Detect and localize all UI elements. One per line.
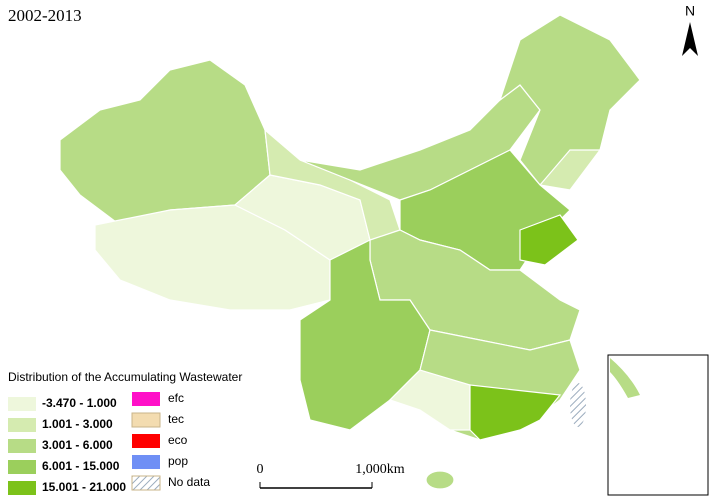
legend-symbol (131, 475, 161, 491)
region (94, 204, 331, 311)
legend-label: pop (168, 454, 188, 468)
legend-label: 1.001 - 3.000 (42, 417, 113, 431)
legend-title: Distribution of the Accumulating Wastewa… (8, 370, 242, 384)
region (519, 214, 579, 266)
legend-label: 15.001 - 21.000 (42, 480, 126, 494)
region (59, 59, 271, 226)
legend-label: efc (168, 391, 184, 405)
legend-swatch (8, 439, 36, 453)
inset-frame (607, 354, 709, 496)
region (469, 384, 562, 441)
scale-label: 0 (257, 462, 264, 477)
legend-label: tec (168, 412, 184, 426)
provinces (59, 14, 641, 490)
legend-label: No data (168, 475, 210, 489)
scale-label: 1,000km (355, 462, 405, 477)
legend-swatch (8, 418, 36, 432)
north-label: N (685, 3, 695, 19)
legend-symbol (132, 392, 160, 406)
legend-swatch (8, 397, 36, 411)
legend-swatch (8, 481, 36, 495)
legend-label: eco (168, 433, 188, 447)
legend-swatch (8, 460, 36, 474)
legend-symbol (132, 455, 160, 469)
north-arrow (682, 22, 698, 56)
legend-symbol (132, 434, 160, 448)
region (538, 149, 602, 191)
legend-label: 6.001 - 15.000 (42, 459, 120, 473)
map-title: 2002-2013 (8, 6, 82, 25)
no-data-region (570, 383, 586, 427)
legend-label: -3.470 - 1.000 (42, 396, 117, 410)
legend-symbol (131, 412, 161, 428)
inset-land (610, 358, 640, 398)
legend-label: 3.001 - 6.000 (42, 438, 113, 452)
region (425, 470, 455, 490)
